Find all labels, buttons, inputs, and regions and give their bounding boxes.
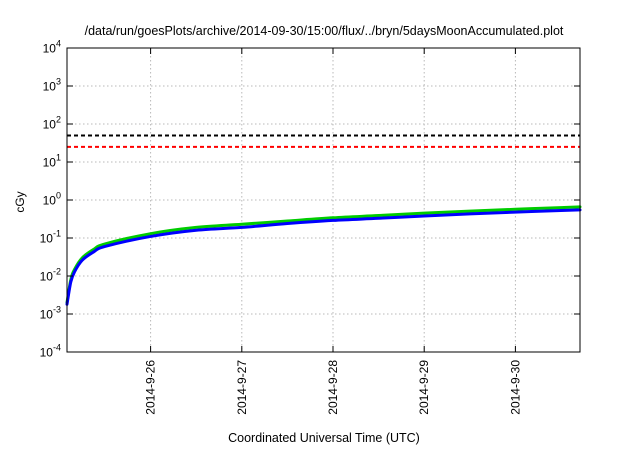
y-tick-label: 104 — [43, 39, 61, 56]
y-tick-label: 100 — [43, 191, 61, 208]
series-line-2 — [65, 208, 582, 306]
y-tick-label: 10-3 — [40, 305, 61, 322]
ticks-layer: 10-4 10-3 10-2 10-1 100 101 102 103 104 2014-9-26… — [40, 39, 580, 415]
y-tick-label: 103 — [43, 77, 61, 94]
x-axis-label: Coordinated Universal Time (UTC) — [228, 431, 420, 445]
y-tick-label: 10-4 — [40, 343, 61, 360]
series-layer — [65, 205, 582, 306]
x-tick-label: 2014-9-27 — [235, 360, 249, 415]
x-tick-label: 2014-9-28 — [326, 360, 340, 415]
y-tick-label: 10-1 — [40, 229, 61, 246]
y-axis-label: cGy — [13, 191, 27, 212]
grid-layer — [67, 48, 580, 352]
x-tick-label: 2014-9-26 — [144, 360, 158, 415]
y-tick-label: 10-2 — [40, 267, 61, 284]
y-tick-label: 102 — [43, 115, 61, 132]
x-tick-label: 2014-9-30 — [508, 360, 522, 415]
x-tick-label: 2014-9-29 — [417, 360, 431, 415]
y-tick-label: 101 — [43, 153, 61, 170]
chart-title: /data/run/goesPlots/archive/2014-09-30/1… — [85, 24, 564, 38]
reference-lines — [67, 134, 580, 148]
